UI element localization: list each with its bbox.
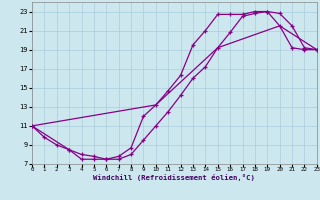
X-axis label: Windchill (Refroidissement éolien,°C): Windchill (Refroidissement éolien,°C) bbox=[93, 174, 255, 181]
